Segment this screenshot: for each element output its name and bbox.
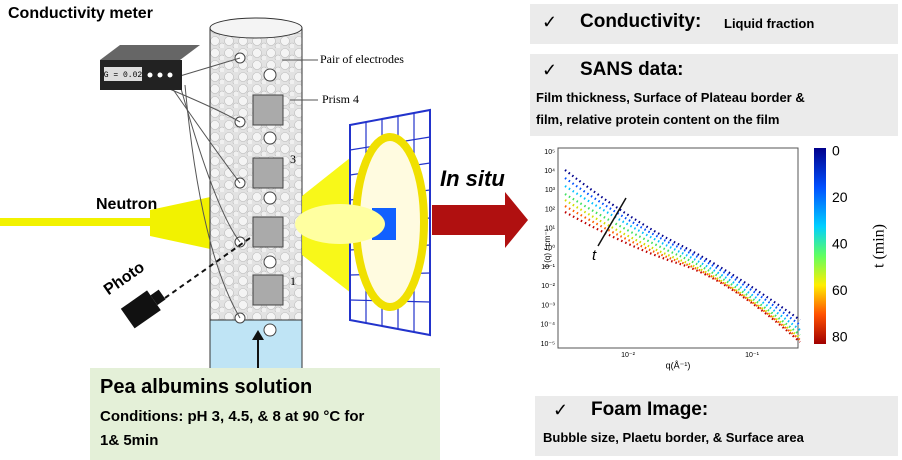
- solution-title: Pea albumins solution: [100, 376, 312, 399]
- colorbar-tick-label: 60: [832, 282, 848, 298]
- check: ✓: [542, 60, 557, 81]
- y-tick-label: 10⁻²: [541, 283, 555, 290]
- colorbar-ticks: 0 20 40 60 80: [832, 143, 848, 345]
- sans-detail: film, relative protein content on the fi…: [536, 112, 779, 127]
- photo-label: Photo: [101, 259, 148, 299]
- meter-knobs: [148, 73, 173, 78]
- colorbar: [814, 148, 826, 344]
- meter-top: [100, 45, 200, 60]
- sans-box: ✓ SANS data: Film thickness, Surface of …: [530, 54, 898, 136]
- y-tick-label: 10⁻⁴: [541, 322, 556, 329]
- column-top: [210, 18, 302, 38]
- solution-conditions: 1& 5min: [100, 432, 158, 449]
- x-axis-label: q(Å⁻¹): [666, 360, 691, 370]
- conductivity-detail: Liquid fraction: [724, 16, 814, 31]
- check: ✓: [542, 12, 557, 33]
- electrodes-label: Pair of electrodes: [320, 52, 404, 66]
- in-situ-arrow: [432, 192, 528, 248]
- colorbar-label: t (min): [871, 224, 888, 268]
- y-tick-label: 10³: [545, 187, 556, 194]
- y-tick-label: 10¹: [545, 226, 556, 233]
- y-tick-label: 10⁵: [544, 149, 555, 156]
- y-tick-label: 10⁻¹: [541, 264, 555, 271]
- colorbar-tick-label: 20: [832, 189, 848, 205]
- neutron-beam: [0, 218, 160, 226]
- neutron-label: Neutron: [96, 196, 157, 213]
- x-tick-label: 10⁻¹: [745, 352, 759, 359]
- prism-number: 3: [290, 152, 296, 166]
- colorbar-tick-label: 40: [832, 236, 848, 252]
- transmitted-beam: [295, 204, 385, 244]
- x-tick-label: 10⁻²: [621, 352, 635, 359]
- sans-title: SANS data:: [580, 59, 683, 81]
- foam-detail: Bubble size, Plaetu border, & Surface ar…: [543, 430, 804, 445]
- foam-title: Foam Image:: [591, 399, 708, 421]
- camera: [121, 285, 169, 329]
- check: ✓: [553, 400, 568, 421]
- meter-title: Conductivity meter: [8, 5, 153, 22]
- solution-conditions: Conditions: pH 3, 4.5, & 8 at 90 °C for: [100, 408, 364, 425]
- meter-display: G = 0.02: [104, 71, 143, 80]
- prism-label: Prism 4: [322, 92, 359, 106]
- in-situ-label: In situ: [440, 166, 505, 191]
- page: G = 0.02 Conductivity meter Pair of elec…: [0, 0, 902, 460]
- y-tick-label: 10²: [545, 206, 556, 213]
- sans-detail: Film thickness, Surface of Plateau borde…: [536, 90, 805, 105]
- y-tick-label: 10⁻⁵: [541, 341, 555, 348]
- conductivity-title: Conductivity:: [580, 11, 701, 33]
- colorbar-tick-label: 0: [832, 143, 840, 159]
- colorbar-tick-label: 80: [832, 329, 848, 345]
- prism-number: 1: [290, 274, 296, 288]
- solution-box: Pea albumins solution Conditions: pH 3, …: [90, 368, 440, 460]
- y-tick-label: 10⁰: [544, 244, 555, 252]
- conductivity-box: ✓ Conductivity: Liquid fraction: [530, 4, 898, 44]
- y-tick-label: 10⁻³: [541, 302, 555, 309]
- foam-box: ✓ Foam Image: Bubble size, Plaetu border…: [535, 396, 898, 456]
- y-tick-label: 10⁴: [544, 168, 555, 175]
